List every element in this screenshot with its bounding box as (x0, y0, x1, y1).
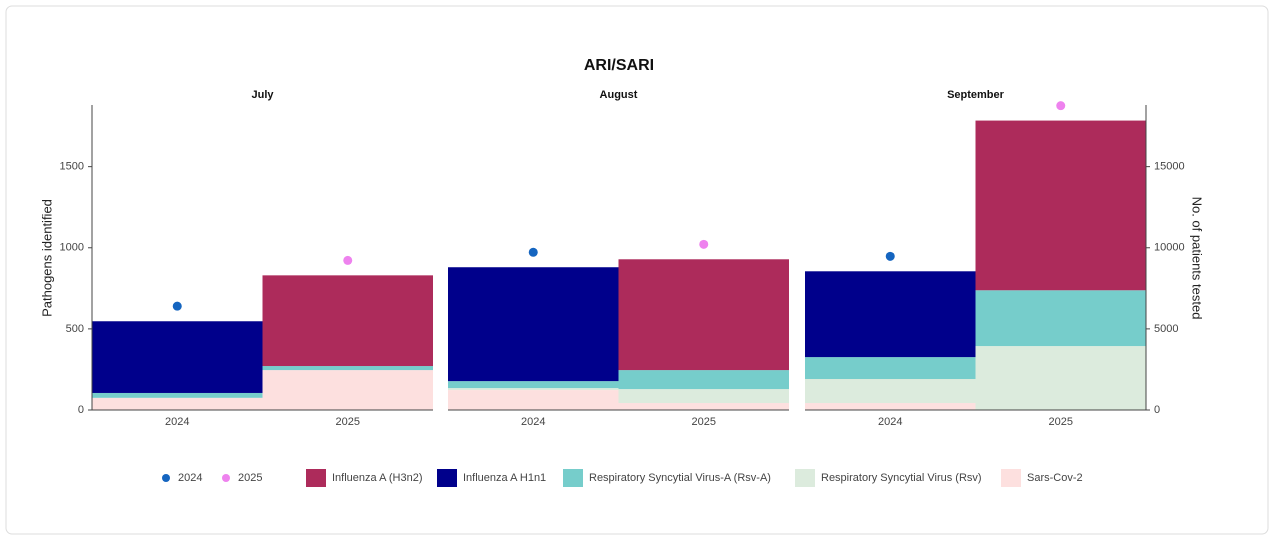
patients-dot (1056, 101, 1066, 111)
y2-tick-label: 15000 (1154, 161, 1185, 173)
y2-tick-label: 0 (1154, 404, 1160, 416)
legend-label: Influenza A (H3n2) (332, 472, 423, 484)
patients-dot (528, 247, 538, 257)
y-axis-label: Pathogens identified (39, 199, 54, 317)
y-tick-label: 500 (66, 323, 84, 335)
bar-segment (448, 388, 619, 391)
legend-swatch (563, 469, 583, 487)
legend-swatch (1001, 469, 1021, 487)
bar-segment (92, 392, 263, 398)
bar-segment (448, 381, 619, 389)
bar-segment (618, 403, 789, 410)
bar-segment (92, 397, 263, 410)
legend-label: Influenza A H1n1 (463, 472, 546, 484)
y-tick-label: 0 (78, 404, 84, 416)
bar-segment (618, 389, 789, 404)
legend-label: Respiratory Syncytial Virus (Rsv) (821, 472, 982, 484)
legend-swatch (437, 469, 457, 487)
bar-segment (805, 357, 976, 380)
legend-marker (222, 474, 230, 482)
bar-segment (448, 267, 619, 382)
x-tick-label: 2025 (692, 416, 716, 428)
panel-label: July (251, 89, 274, 101)
y-tick-label: 1000 (60, 242, 84, 254)
y-tick-label: 1500 (60, 161, 84, 173)
x-tick-label: 2024 (878, 416, 902, 428)
bar-segment (975, 120, 1146, 291)
y2-axis-label: No. of patients tested (1190, 197, 1205, 320)
patients-dot (343, 255, 353, 265)
bar-segment (262, 366, 433, 371)
patients-dot (172, 301, 182, 311)
bar-segment (262, 370, 433, 410)
x-tick-label: 2024 (165, 416, 189, 428)
x-tick-label: 2024 (521, 416, 545, 428)
bar-segment (975, 290, 1146, 347)
panel-label: September (947, 89, 1005, 101)
legend-label: Respiratory Syncytial Virus-A (Rsv-A) (589, 472, 771, 484)
panel-label: August (600, 89, 638, 101)
chart-title: ARI/SARI (584, 57, 654, 74)
y2-tick-label: 5000 (1154, 323, 1178, 335)
bar-segment (448, 390, 619, 410)
bar-segment (805, 271, 976, 358)
bar-segment (805, 403, 976, 410)
patients-dot (699, 239, 709, 249)
x-tick-label: 2025 (1049, 416, 1073, 428)
bar-segment (262, 275, 433, 367)
bar-segment (618, 370, 789, 390)
patients-dot (885, 251, 895, 261)
legend-marker (162, 474, 170, 482)
legend-swatch (306, 469, 326, 487)
bar-segment (805, 379, 976, 404)
x-tick-label: 2025 (336, 416, 360, 428)
bar-segment (975, 346, 1146, 410)
y2-tick-label: 10000 (1154, 242, 1185, 254)
bar-segment (618, 259, 789, 371)
legend-label: 2024 (178, 472, 202, 484)
legend-label: 2025 (238, 472, 262, 484)
legend-label: Sars-Cov-2 (1027, 472, 1083, 484)
legend-swatch (795, 469, 815, 487)
bar-segment (92, 321, 263, 393)
